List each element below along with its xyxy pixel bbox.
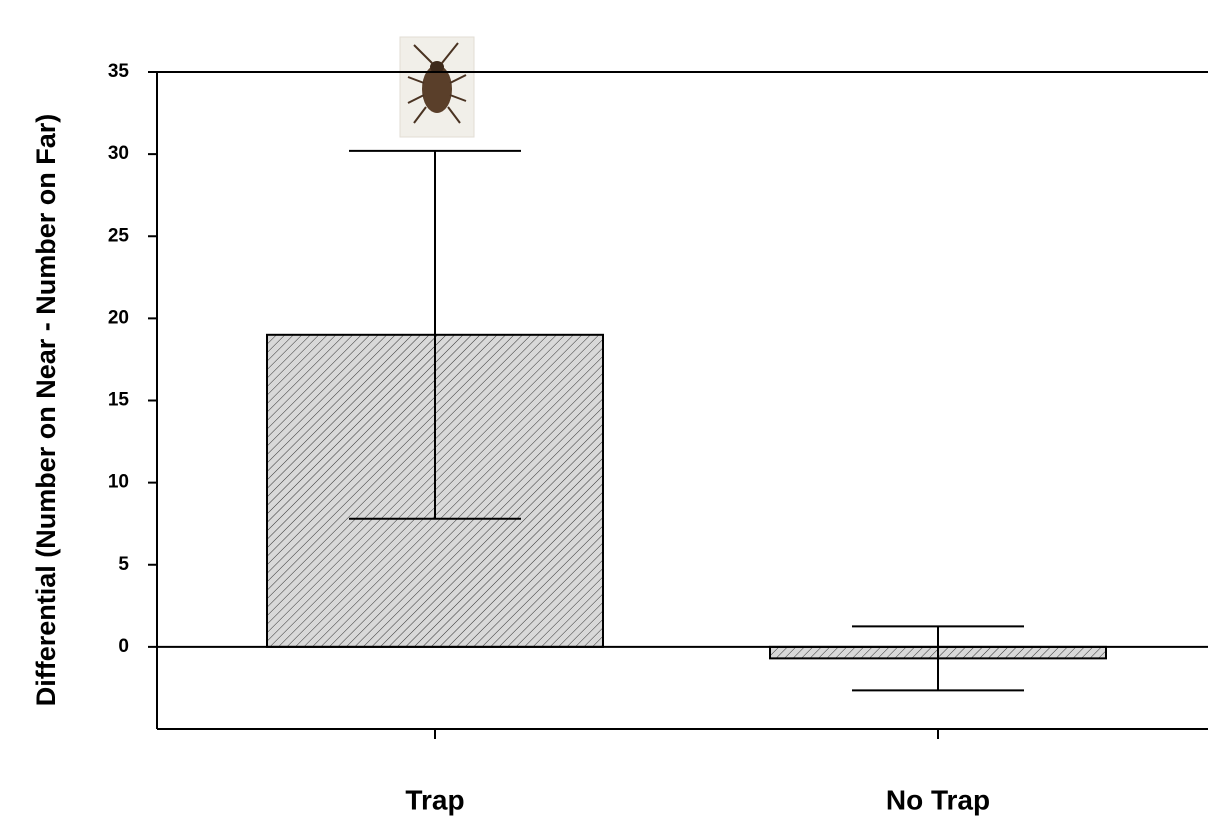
- y-tick-label: 20: [108, 307, 129, 328]
- y-tick-label: 15: [108, 390, 130, 411]
- y-tick-label: 5: [118, 554, 129, 575]
- y-axis-label: Differential (Number on Near - Number on…: [31, 114, 61, 707]
- insect-image: [400, 37, 474, 137]
- x-tick-label: No Trap: [886, 784, 990, 815]
- y-tick-label: 30: [108, 143, 129, 164]
- y-tick-label: 25: [108, 225, 130, 246]
- y-tick-label: 10: [108, 472, 129, 493]
- y-tick-label: 0: [118, 636, 129, 657]
- x-tick-label: Trap: [405, 784, 464, 815]
- chart: Differential (Number on Near - Number on…: [0, 0, 1208, 817]
- y-tick-label: 35: [108, 61, 130, 82]
